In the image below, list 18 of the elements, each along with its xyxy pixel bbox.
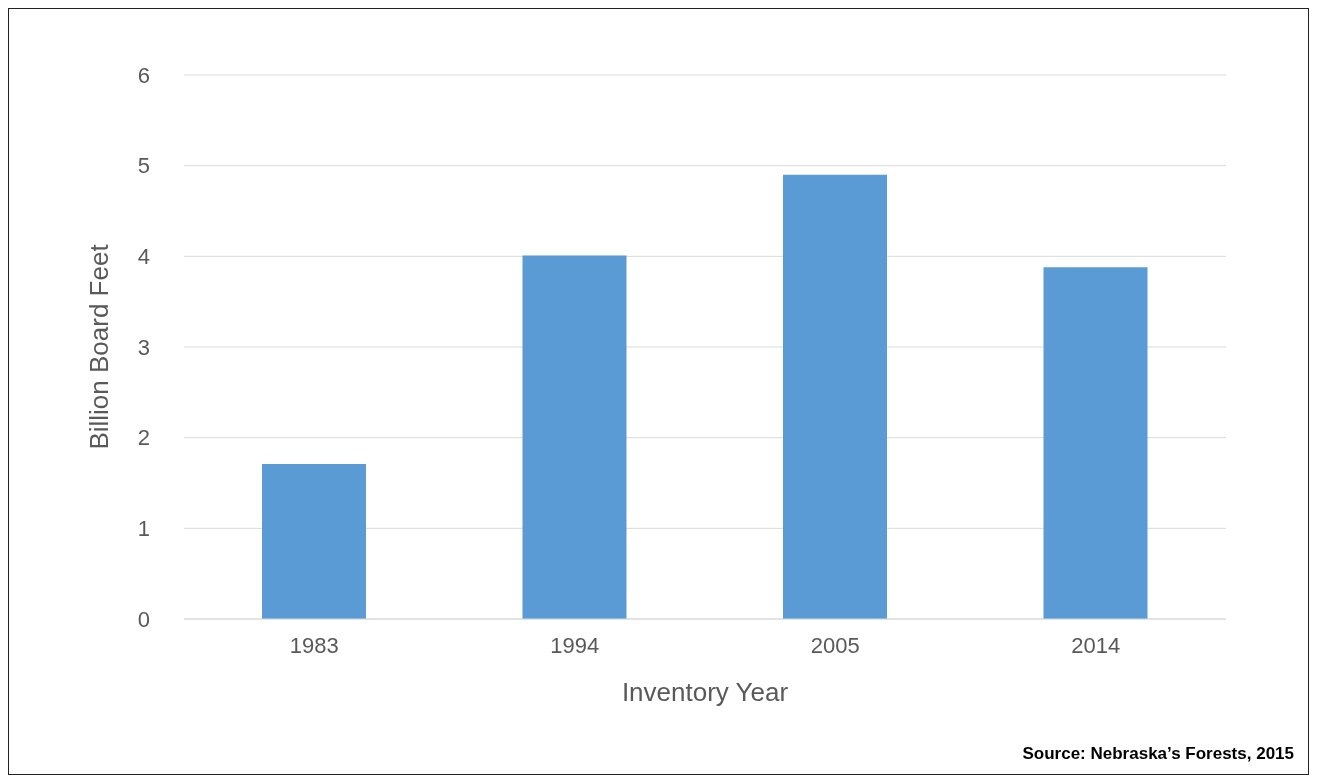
bar: [783, 174, 887, 619]
y-axis-title: Billion Board Feet: [84, 243, 115, 450]
x-axis-title: Inventory Year: [621, 677, 789, 707]
y-tick-label: 2: [137, 425, 150, 451]
y-tick-label: 4: [137, 244, 150, 270]
bar: [522, 255, 627, 619]
source-note: Source: Nebraska’s Forests, 2015: [1022, 744, 1294, 764]
bar: [1043, 267, 1148, 619]
x-tick-label: 2014: [1071, 632, 1121, 658]
x-tick-label: 1983: [289, 632, 339, 658]
y-tick-label: 5: [137, 153, 150, 179]
y-tick-label: 3: [137, 334, 150, 360]
y-tick-label: 6: [137, 62, 150, 88]
y-tick-label: 0: [137, 606, 150, 632]
x-tick-label: 1994: [550, 632, 600, 658]
y-tick-label: 1: [137, 516, 150, 542]
bar: [262, 463, 366, 619]
x-tick-label: 2005: [810, 632, 860, 658]
